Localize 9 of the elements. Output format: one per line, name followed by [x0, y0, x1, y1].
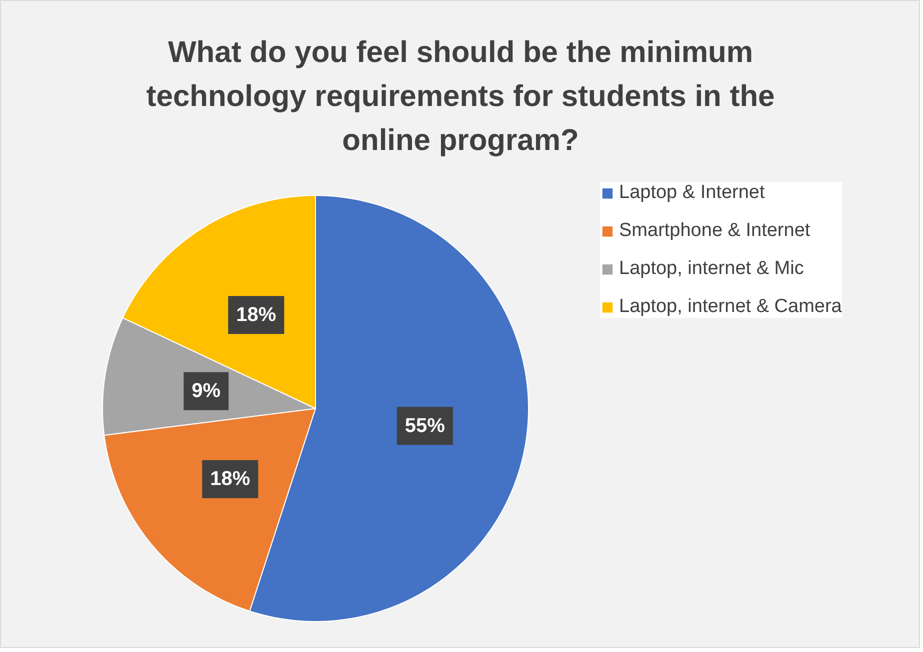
legend-label: Laptop, internet & Camera	[619, 296, 842, 318]
data-label: 9%	[192, 380, 221, 402]
legend-label: Smartphone & Internet	[619, 220, 810, 242]
data-label: 18%	[236, 304, 276, 326]
legend-label: Laptop, internet & Mic	[619, 258, 804, 280]
legend-label: Laptop & Internet	[619, 182, 765, 204]
data-label: 18%	[210, 468, 250, 490]
data-label: 55%	[404, 414, 446, 437]
chart-title: What do you feel should be the minimum technology requirements for students in the online program?	[146, 36, 775, 157]
